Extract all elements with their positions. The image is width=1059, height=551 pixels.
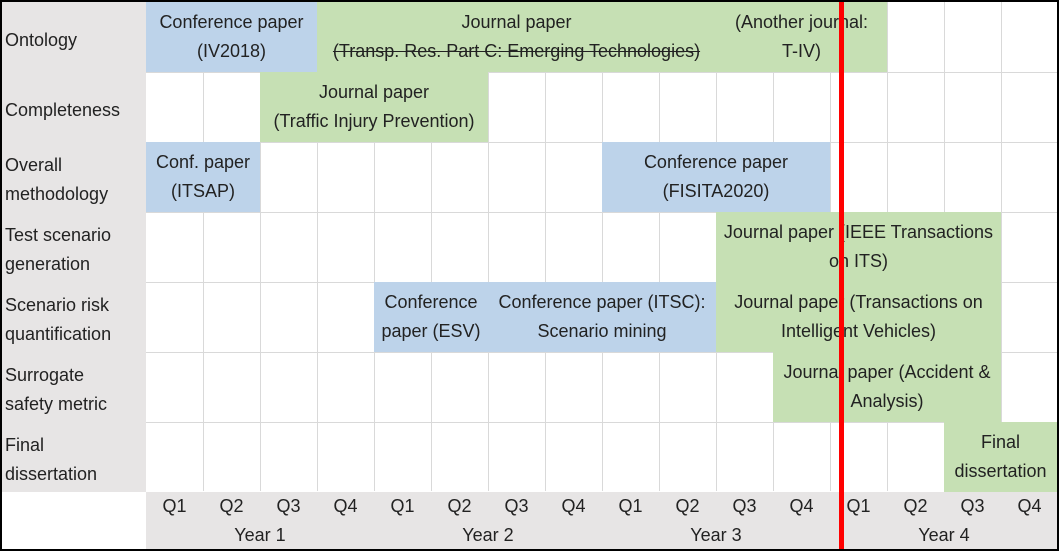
- year-label: Year 1: [234, 525, 286, 545]
- axis-label-spacer: [0, 492, 146, 550]
- quarter-tick-label: Q2: [675, 496, 700, 516]
- quarter-tick-label: Q4: [333, 496, 358, 516]
- paper-block-text: Journal paper: [318, 82, 430, 102]
- row-label-line: Scenario risk: [5, 295, 110, 315]
- year-label: Year 4: [918, 525, 970, 545]
- conference-paper-block: Conference paper (ESV): [374, 282, 488, 352]
- grid-line-vertical: [431, 2, 432, 491]
- grid-line-horizontal: [146, 72, 1057, 73]
- journal-paper-block: Journal paper (IEEE Transactions on ITS): [716, 212, 1001, 282]
- quarter-tick-label: Q1: [162, 496, 187, 516]
- grid-line-vertical: [374, 2, 375, 491]
- row-label-line: Test scenario: [5, 225, 112, 245]
- grid-line-vertical: [602, 2, 603, 491]
- row-label: Scenario risk quantification: [0, 282, 146, 352]
- paper-block-text: Journal paper (IEEE Transactions: [723, 222, 994, 242]
- paper-block-text: dissertation: [954, 461, 1047, 481]
- grid-line-vertical: [545, 2, 546, 491]
- paper-block-text: Journal paper (Transactions on: [734, 292, 983, 312]
- quarter-tick-label: Q3: [504, 496, 529, 516]
- journal-paper-block: Journal paper (Traffic Injury Prevention): [260, 72, 488, 142]
- axis-background: [146, 492, 1057, 550]
- grid-line-horizontal: [146, 422, 1057, 423]
- quarter-tick-label: Q1: [846, 496, 871, 516]
- paper-block-text: Journal paper (Accident &: [783, 362, 991, 382]
- quarter-tick-label: Q2: [903, 496, 928, 516]
- conference-paper-block: Conference paper (ITSC): Scenario mining: [488, 282, 716, 352]
- paper-block-text: Journal paper: [461, 12, 572, 32]
- paper-block-text: paper (ESV): [381, 321, 481, 341]
- row-label: Surrogate safety metric: [0, 352, 146, 422]
- grid-line-horizontal: [146, 352, 1057, 353]
- paper-block-text: Conference paper (ITSC):: [498, 292, 706, 312]
- grid-line-vertical: [260, 2, 261, 491]
- paper-block-text: T-IV): [782, 41, 821, 61]
- quarter-tick-label: Q2: [447, 496, 472, 516]
- journal-paper-block: Journal paper (Accident & Analysis): [773, 352, 1001, 422]
- paper-block-text: Intelligent Vehicles): [780, 321, 937, 341]
- paper-block-text: (Another journal:: [734, 12, 869, 32]
- paper-block-text: Scenario mining: [537, 321, 667, 341]
- journal-paper-block: Journal paper (Transactions on Intelligen…: [716, 282, 1001, 352]
- row-label-line: Completeness: [5, 99, 121, 120]
- grid-line-vertical: [488, 2, 489, 491]
- conference-paper-block: Conference paper (IV2018): [146, 2, 317, 72]
- row-label-line: Overall: [5, 155, 63, 175]
- year-label: Year 2: [462, 525, 514, 545]
- paper-block-text: Analysis): [850, 391, 924, 411]
- quarter-tick-label: Q3: [276, 496, 301, 516]
- row-label-line: quantification: [5, 324, 112, 344]
- row-label-line: generation: [5, 254, 91, 274]
- row-label-line: methodology: [5, 184, 109, 204]
- row-label-line: Surrogate: [5, 365, 85, 385]
- quarter-tick-label: Q4: [789, 496, 814, 516]
- paper-block-text: Conf. paper: [155, 152, 251, 172]
- paper-block-text: (FISITA2020): [662, 181, 770, 201]
- journal-paper-block: (Another journal: T-IV): [716, 2, 887, 72]
- grid-line-vertical: [1001, 2, 1002, 491]
- grid-line-vertical: [659, 2, 660, 491]
- paper-block-text: on ITS): [828, 251, 889, 271]
- grid-line-vertical: [317, 2, 318, 491]
- year-label: Year 3: [690, 525, 742, 545]
- paper-block-text: Final: [980, 432, 1020, 452]
- conference-paper-block: Conference paper (FISITA2020): [602, 142, 830, 212]
- row-label-line: safety metric: [5, 394, 108, 414]
- journal-paper-block: Journal paper (Transp. Res. Part C: Emerg…: [317, 2, 716, 72]
- paper-block-text: Conference paper: [159, 12, 304, 32]
- paper-block-text: (ITSAP): [170, 181, 235, 201]
- row-label: Final dissertation: [0, 422, 146, 492]
- paper-block-text: Conference: [384, 292, 478, 312]
- paper-block-text: (IV2018): [196, 41, 267, 61]
- row-label-line: Final: [5, 435, 45, 455]
- quarter-tick-label: Q2: [219, 496, 244, 516]
- paper-block-text: (Transp. Res. Part C: Emerging Technolog…: [332, 41, 701, 61]
- paper-block-text: (Traffic Injury Prevention): [273, 111, 475, 131]
- row-label: Ontology: [0, 2, 146, 72]
- grid-line-horizontal: [146, 142, 1057, 143]
- row-label-line: dissertation: [5, 464, 98, 484]
- conference-paper-block: Conf. paper (ITSAP): [146, 142, 260, 212]
- row-label-line: Ontology: [5, 29, 78, 50]
- paper-block-text: Conference paper: [643, 152, 789, 172]
- row-label: Overall methodology: [0, 142, 146, 212]
- quarter-tick-label: Q3: [960, 496, 985, 516]
- journal-paper-block: Final dissertation: [944, 422, 1057, 492]
- quarter-tick-label: Q4: [1017, 496, 1042, 516]
- quarter-tick-label: Q3: [732, 496, 757, 516]
- row-label: Completeness: [0, 72, 146, 142]
- grid-line-horizontal: [146, 212, 1057, 213]
- quarter-tick-label: Q1: [390, 496, 415, 516]
- quarter-tick-label: Q4: [561, 496, 586, 516]
- current-date-marker: [839, 0, 844, 551]
- grid-line-vertical: [203, 2, 204, 491]
- row-label: Test scenario generation: [0, 212, 146, 282]
- quarter-tick-label: Q1: [618, 496, 643, 516]
